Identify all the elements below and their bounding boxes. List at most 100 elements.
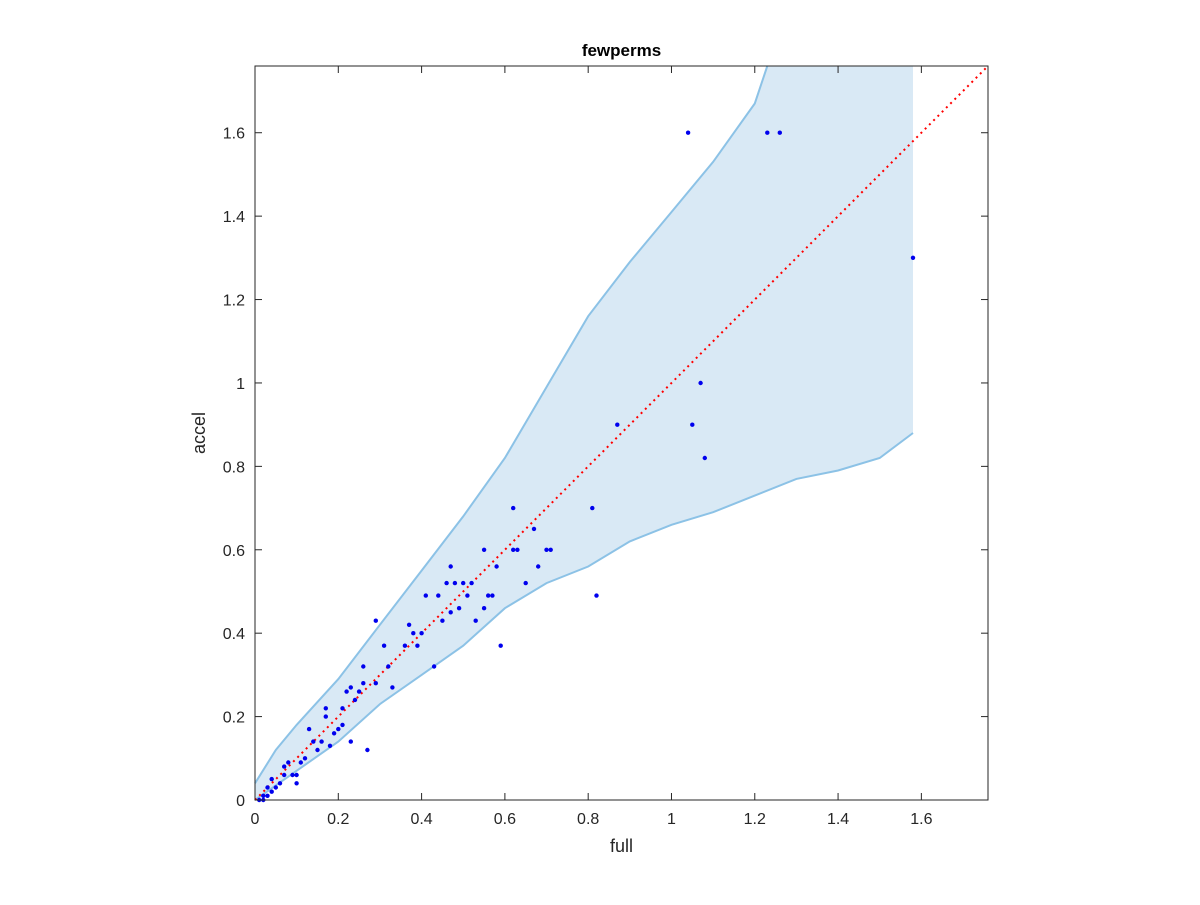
data-point (448, 564, 453, 569)
data-point (402, 643, 408, 648)
data-point (298, 760, 303, 765)
data-point (494, 564, 499, 569)
y-tick-label: 1.6 (223, 126, 245, 143)
x-tick-label: 0.4 (410, 811, 432, 828)
data-point (286, 760, 291, 765)
data-point (282, 772, 287, 778)
data-point (361, 664, 366, 669)
data-point (356, 689, 362, 694)
y-tick-label: 1 (236, 376, 245, 393)
data-point (294, 772, 299, 778)
data-point (436, 593, 441, 598)
y-tick-label: 0.8 (223, 459, 245, 476)
data-point (548, 547, 553, 552)
data-point (536, 564, 541, 569)
data-point (323, 714, 328, 719)
x-tick-label: 1 (667, 811, 676, 828)
data-point (290, 772, 295, 778)
y-axis-label: accel (189, 412, 209, 454)
data-point (469, 580, 474, 586)
data-point (294, 781, 299, 786)
x-tick-label: 0.6 (494, 811, 516, 828)
identity-line (254, 65, 989, 801)
data-point (306, 726, 312, 732)
band-lower-edge (254, 432, 914, 801)
data-point (261, 793, 266, 798)
data-point (777, 130, 782, 135)
identity-line-layer (254, 65, 989, 801)
data-point (523, 580, 528, 586)
x-tick-label: 0.2 (327, 811, 349, 828)
data-point (498, 643, 503, 648)
y-tick-label: 0.6 (223, 543, 245, 560)
data-point (702, 455, 707, 461)
data-point (690, 422, 695, 427)
band-upper-edge (254, 65, 769, 784)
band-fill (255, 66, 913, 800)
data-point (511, 505, 516, 511)
data-point (431, 664, 437, 669)
data-point (452, 580, 458, 586)
data-point (282, 764, 287, 769)
data-point (352, 697, 358, 703)
data-point (269, 789, 274, 794)
data-point (765, 130, 770, 135)
x-tick-label: 0.8 (577, 811, 599, 828)
data-point (490, 593, 495, 598)
data-point (340, 706, 345, 711)
data-point (481, 606, 487, 611)
data-point (381, 643, 387, 648)
data-point (465, 593, 470, 598)
data-point (481, 547, 487, 552)
plot-frame (254, 65, 989, 801)
data-point (419, 631, 424, 636)
data-point (327, 743, 333, 748)
data-point (406, 622, 412, 627)
x-axis-label: full (610, 836, 633, 856)
data-point (315, 747, 320, 753)
data-point (269, 776, 274, 782)
x-tick-label: 1.2 (744, 811, 766, 828)
data-point (444, 580, 449, 586)
data-point (440, 618, 445, 623)
data-point (544, 547, 549, 552)
data-point (344, 689, 349, 694)
data-point (386, 664, 391, 669)
data-point (531, 526, 537, 532)
y-tick-label: 0 (236, 793, 245, 810)
data-point (273, 785, 278, 790)
y-tick-label: 1.4 (223, 209, 245, 226)
data-point (265, 785, 270, 790)
y-tick-label: 0.4 (223, 626, 245, 643)
data-point (511, 547, 516, 552)
data-point (590, 505, 595, 511)
data-point (698, 380, 703, 386)
data-point (373, 681, 378, 686)
data-point (319, 739, 324, 744)
data-point (461, 580, 466, 586)
axis-ticks: 0 0.2 0.4 0.6 0.8 1 1.2 1.4 1.6 0 0.2 0.4 0.6 0.8 1 1.2… (223, 66, 988, 828)
y-tick-label: 1.2 (223, 293, 245, 310)
data-point (340, 722, 345, 728)
data-point (411, 631, 416, 636)
data-point (323, 706, 328, 711)
data-point (594, 593, 599, 598)
data-point (302, 756, 308, 761)
data-point (615, 422, 620, 427)
data-point (277, 781, 283, 786)
data-point (336, 726, 341, 732)
data-point (448, 610, 453, 615)
data-point (515, 547, 520, 552)
x-tick-label: 1.4 (827, 811, 849, 828)
data-point (331, 731, 337, 736)
confidence-band (254, 65, 914, 801)
data-point (373, 618, 378, 623)
data-point (910, 255, 916, 260)
data-point (415, 643, 420, 648)
data-point (348, 685, 353, 690)
data-point (473, 618, 478, 623)
data-point (365, 747, 370, 753)
data-point (265, 793, 270, 798)
x-tick-label: 1.6 (910, 811, 932, 828)
